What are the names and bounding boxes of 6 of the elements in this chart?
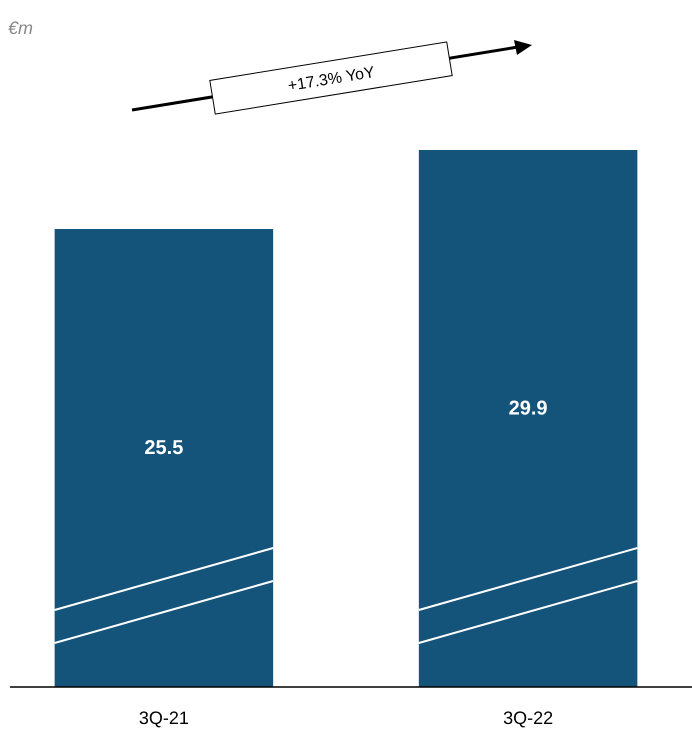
x-tick-label: 3Q-21 <box>138 708 189 728</box>
text: +17.3% YoY <box>286 64 376 95</box>
x-tick-label: 3Q-22 <box>503 708 554 728</box>
text: €m <box>8 18 34 38</box>
data-label: 29.9 <box>508 398 548 420</box>
data-label: 25.5 <box>144 437 184 460</box>
